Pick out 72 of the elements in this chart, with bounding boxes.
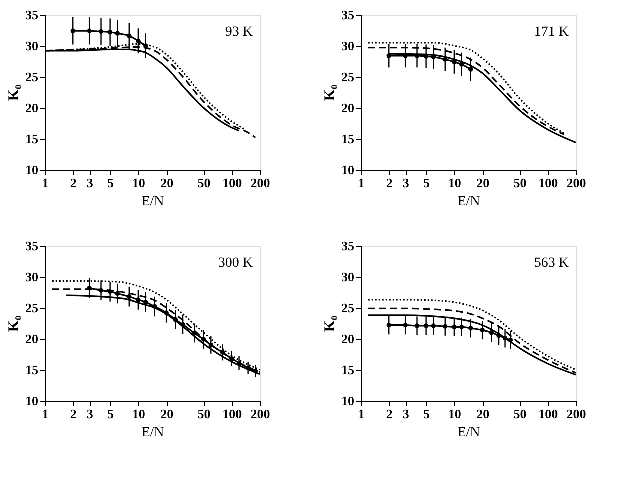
x-tick-label: 1 — [358, 176, 365, 190]
x-tick-label: 10 — [448, 176, 462, 190]
y-tick-label: 20 — [26, 332, 38, 346]
y-tick-label: 30 — [26, 270, 38, 284]
x-tick-label: 200 — [566, 176, 586, 190]
x-tick-label: 100 — [222, 406, 242, 422]
y-axis-title: K₀ — [322, 315, 338, 332]
x-tick-label: 2 — [70, 176, 77, 190]
x-tick-label: 10 — [132, 406, 146, 422]
x-tick-label: 2 — [386, 176, 393, 190]
annotation: 300 K — [218, 256, 253, 271]
x-axis-title: E/N — [458, 194, 480, 210]
x-axis-title: E/N — [458, 426, 480, 440]
x-tick-label: 50 — [514, 176, 527, 190]
x-tick-label: 3 — [402, 406, 410, 422]
y-tick-label: 15 — [342, 362, 355, 378]
x-tick-label: 200 — [566, 406, 586, 422]
y-tick-label: 20 — [342, 100, 354, 116]
x-tick-label: 50 — [514, 406, 527, 422]
x-axis-title: E/N — [142, 426, 164, 440]
x-tick-label: 20 — [476, 406, 490, 422]
x-tick-label: 2 — [70, 406, 77, 422]
y-tick-label: 25 — [26, 70, 39, 84]
x-tick-label: 100 — [538, 406, 558, 422]
y-tick-label: 20 — [342, 332, 354, 346]
y-tick-label: 25 — [342, 70, 355, 84]
x-tick-label: 200 — [250, 176, 270, 190]
annotation: 171 K — [534, 25, 569, 40]
y-tick-label: 25 — [26, 300, 39, 316]
x-tick-label: 1 — [42, 406, 49, 422]
y-tick-label: 30 — [26, 38, 38, 54]
x-tick-label: 2 — [386, 406, 393, 422]
y-tick-label: 25 — [342, 300, 355, 316]
y-axis-title: K₀ — [6, 84, 22, 102]
x-tick-label: 20 — [160, 406, 174, 422]
x-tick-label: 100 — [538, 176, 558, 190]
x-axis-title: E/N — [142, 194, 164, 210]
y-tick-label: 35 — [342, 238, 355, 254]
x-tick-label: 5 — [424, 176, 431, 190]
x-tick-label: 10 — [448, 406, 462, 422]
y-axis-title: K₀ — [6, 315, 22, 332]
x-tick-label: 20 — [160, 176, 174, 190]
y-tick-label: 30 — [342, 38, 354, 54]
x-tick-label: 3 — [86, 406, 94, 422]
y-axis-title: K₀ — [322, 84, 338, 102]
y-tick-label: 10 — [26, 394, 38, 408]
y-tick-label: 10 — [342, 162, 354, 178]
y-tick-label: 20 — [26, 100, 38, 116]
x-tick-label: 50 — [198, 406, 211, 422]
x-tick-label: 200 — [250, 406, 270, 422]
y-tick-label: 30 — [342, 270, 354, 284]
x-tick-label: 100 — [222, 176, 242, 190]
annotation: 563 K — [534, 256, 569, 271]
x-tick-label: 3 — [86, 176, 94, 190]
x-tick-label: 5 — [108, 176, 115, 190]
x-tick-label: 1 — [358, 406, 365, 422]
y-tick-label: 15 — [342, 132, 355, 146]
x-tick-label: 3 — [402, 176, 410, 190]
y-tick-label: 35 — [342, 8, 355, 22]
y-tick-label: 35 — [26, 238, 39, 254]
y-tick-label: 35 — [26, 8, 39, 22]
annotation: 93 K — [225, 25, 253, 40]
y-tick-label: 10 — [342, 394, 354, 408]
x-tick-label: 10 — [132, 176, 146, 190]
x-tick-label: 5 — [108, 406, 115, 422]
x-tick-label: 50 — [198, 176, 211, 190]
x-tick-label: 1 — [42, 176, 49, 190]
y-tick-label: 15 — [26, 362, 39, 378]
y-tick-label: 15 — [26, 132, 39, 146]
y-tick-label: 10 — [26, 162, 38, 178]
x-tick-label: 5 — [424, 406, 431, 422]
x-tick-label: 20 — [476, 176, 490, 190]
